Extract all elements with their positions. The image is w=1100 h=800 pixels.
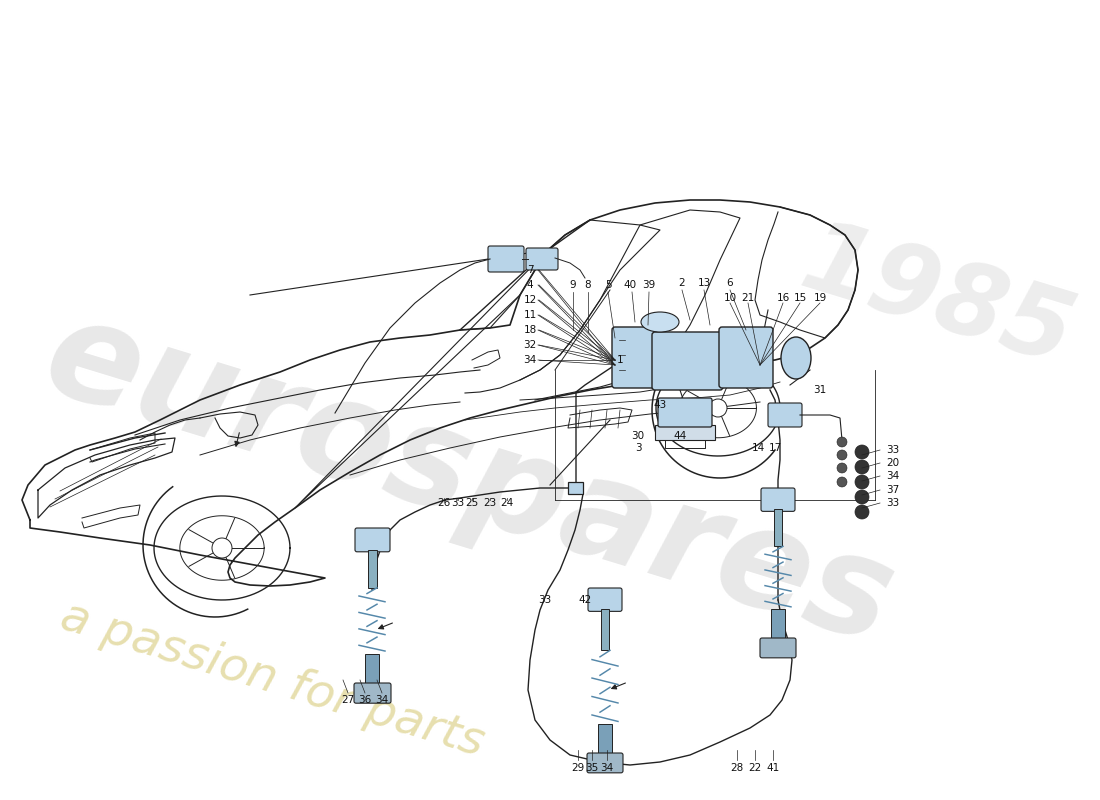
Ellipse shape xyxy=(781,337,811,379)
Text: 24: 24 xyxy=(500,498,514,508)
Text: 19: 19 xyxy=(813,293,826,303)
Text: 7: 7 xyxy=(527,265,534,275)
Text: 14: 14 xyxy=(751,443,764,453)
FancyBboxPatch shape xyxy=(588,588,621,611)
Text: 39: 39 xyxy=(642,280,656,290)
Text: 10: 10 xyxy=(724,293,737,303)
FancyBboxPatch shape xyxy=(587,753,623,773)
FancyBboxPatch shape xyxy=(488,246,524,272)
Text: 18: 18 xyxy=(524,325,537,335)
Text: 20: 20 xyxy=(887,458,900,468)
Text: 22: 22 xyxy=(748,763,761,773)
FancyBboxPatch shape xyxy=(760,638,796,658)
FancyBboxPatch shape xyxy=(652,332,723,390)
FancyBboxPatch shape xyxy=(355,528,390,552)
FancyBboxPatch shape xyxy=(354,683,390,703)
Circle shape xyxy=(212,538,232,558)
Bar xyxy=(365,654,380,685)
Text: 8: 8 xyxy=(585,280,592,290)
Text: 36: 36 xyxy=(359,695,372,705)
FancyBboxPatch shape xyxy=(612,327,656,388)
Text: 13: 13 xyxy=(697,278,711,288)
Bar xyxy=(367,550,376,588)
Text: 25: 25 xyxy=(465,498,478,508)
Text: 1: 1 xyxy=(617,355,624,365)
Text: a passion for parts: a passion for parts xyxy=(55,594,490,766)
Circle shape xyxy=(837,463,847,473)
Text: 2: 2 xyxy=(679,278,685,288)
Bar xyxy=(654,425,715,440)
Text: 32: 32 xyxy=(524,340,537,350)
Text: 17: 17 xyxy=(769,443,782,453)
Text: 30: 30 xyxy=(631,431,645,441)
Circle shape xyxy=(855,445,869,459)
Circle shape xyxy=(837,477,847,487)
Text: 42: 42 xyxy=(579,595,592,605)
Text: 44: 44 xyxy=(673,431,686,441)
Text: 3: 3 xyxy=(635,443,641,453)
Text: 29: 29 xyxy=(571,763,584,773)
Text: 34: 34 xyxy=(601,763,614,773)
Text: 34: 34 xyxy=(375,695,388,705)
Circle shape xyxy=(855,460,869,474)
Text: 16: 16 xyxy=(777,293,790,303)
Text: 5: 5 xyxy=(605,280,612,290)
Text: 9: 9 xyxy=(570,280,576,290)
Text: 21: 21 xyxy=(741,293,755,303)
Text: 23: 23 xyxy=(483,498,496,508)
FancyBboxPatch shape xyxy=(768,403,802,427)
Text: 12: 12 xyxy=(524,295,537,305)
Bar xyxy=(771,610,785,640)
Text: 33: 33 xyxy=(538,595,551,605)
Text: 11: 11 xyxy=(524,310,537,320)
Text: 33: 33 xyxy=(451,498,464,508)
Text: 33: 33 xyxy=(887,445,900,455)
Text: 27: 27 xyxy=(341,695,354,705)
Text: 1985: 1985 xyxy=(790,213,1085,387)
Text: 31: 31 xyxy=(813,385,826,395)
FancyBboxPatch shape xyxy=(526,248,558,270)
Text: 6: 6 xyxy=(727,278,734,288)
Text: 35: 35 xyxy=(585,763,598,773)
Text: 33: 33 xyxy=(887,498,900,508)
Text: 40: 40 xyxy=(624,280,637,290)
Circle shape xyxy=(837,437,847,447)
Circle shape xyxy=(837,450,847,460)
Text: 34: 34 xyxy=(524,355,537,365)
Circle shape xyxy=(855,490,869,504)
Text: eurospares: eurospares xyxy=(30,287,910,673)
Text: 43: 43 xyxy=(653,400,667,410)
Bar xyxy=(568,482,583,494)
FancyBboxPatch shape xyxy=(719,327,773,388)
Text: 37: 37 xyxy=(887,485,900,495)
Bar xyxy=(598,724,612,755)
Ellipse shape xyxy=(641,312,679,332)
Circle shape xyxy=(855,475,869,489)
FancyBboxPatch shape xyxy=(761,488,795,511)
Text: 15: 15 xyxy=(793,293,806,303)
Text: 41: 41 xyxy=(767,763,780,773)
Text: 34: 34 xyxy=(887,471,900,481)
Text: 28: 28 xyxy=(730,763,744,773)
Bar xyxy=(601,610,609,650)
Circle shape xyxy=(855,505,869,519)
Bar xyxy=(773,510,782,546)
Text: 4: 4 xyxy=(527,280,534,290)
FancyBboxPatch shape xyxy=(658,398,712,427)
Circle shape xyxy=(710,399,727,417)
Text: 26: 26 xyxy=(438,498,451,508)
